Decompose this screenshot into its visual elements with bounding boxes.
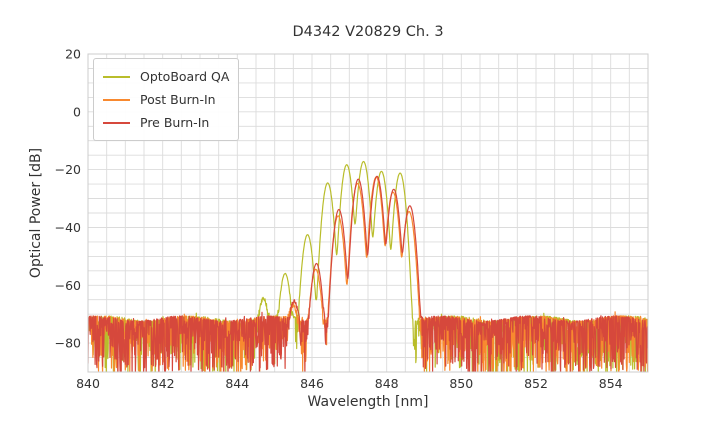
y-tick-label: 20: [65, 47, 81, 62]
y-tick-label: −80: [55, 336, 81, 351]
series-line-pre-burn-in: [88, 175, 648, 372]
legend-label: OptoBoard QA: [140, 69, 230, 84]
y-axis-label: Optical Power [dB]: [28, 147, 44, 279]
chart-title: D4342 V20829 Ch. 3: [292, 24, 444, 40]
legend-line-swatch: [103, 121, 130, 124]
y-tick-label: −40: [55, 220, 81, 235]
series-lines: [88, 160, 648, 372]
legend-label: Pre Burn-In: [140, 115, 210, 130]
y-tick-label: 0: [73, 104, 81, 119]
x-axis-label: Wavelength [nm]: [307, 394, 429, 410]
x-tick-label: 842: [151, 376, 175, 391]
legend-entry-post-burn-in: Post Burn-In: [103, 88, 230, 111]
y-tick-labels: 20 0 −20 −40 −60 −80: [55, 47, 81, 351]
legend: OptoBoard QA Post Burn-In Pre Burn-In: [93, 58, 239, 141]
x-tick-label: 852: [524, 376, 548, 391]
plot-area-border: [87, 53, 649, 373]
x-tick-label: 854: [599, 376, 623, 391]
legend-line-swatch: [103, 75, 130, 78]
x-tick-label: 840: [76, 376, 100, 391]
y-tick-label: −20: [55, 162, 81, 177]
legend-line-swatch: [103, 98, 130, 101]
legend-label: Post Burn-In: [140, 92, 216, 107]
x-tick-labels: 840 842 844 846 848 850 852 854: [76, 376, 623, 391]
legend-entry-optoboard-qa: OptoBoard QA: [103, 65, 230, 88]
x-tick-label: 844: [225, 376, 249, 391]
x-tick-label: 848: [375, 376, 399, 391]
legend-entry-pre-burn-in: Pre Burn-In: [103, 111, 230, 134]
x-tick-label: 846: [300, 376, 324, 391]
x-tick-label: 850: [449, 376, 473, 391]
y-tick-label: −60: [55, 278, 81, 293]
